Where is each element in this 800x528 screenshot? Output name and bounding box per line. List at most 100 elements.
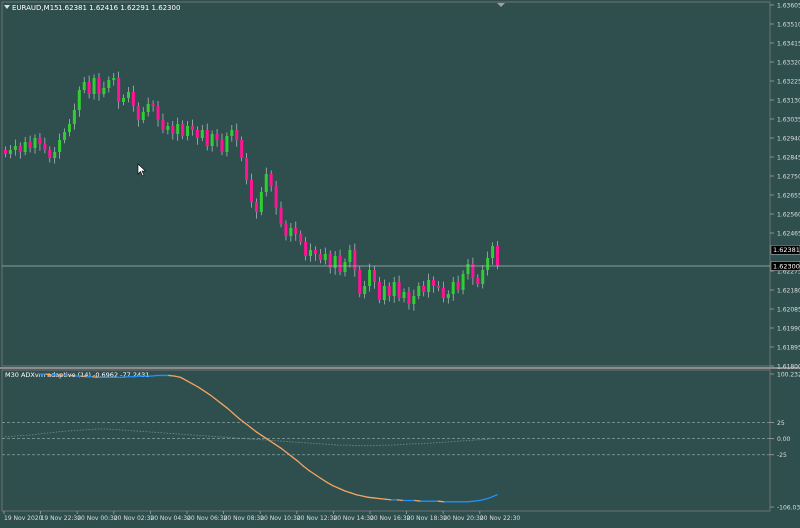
indicator-tick-label: 25 [777, 420, 785, 427]
candle-body [461, 274, 465, 290]
indicator-segment [349, 492, 358, 496]
candle-body [18, 146, 22, 152]
candle-body [397, 282, 401, 298]
indicator-segment [414, 499, 422, 502]
main-panel-border [1, 1, 771, 367]
candle-body [432, 280, 436, 286]
candle-body [240, 140, 244, 158]
time-tick-label: 20 Nov 22:30 [480, 515, 521, 522]
indicator-levels [2, 422, 770, 456]
indicator-segment [344, 490, 352, 494]
time-tick-label: 19 Nov 22:30 [41, 515, 82, 522]
candle-body [250, 180, 253, 202]
time-tick-label: 20 Nov 08:30 [224, 515, 265, 522]
indicator-segment [320, 477, 328, 484]
candle-body [210, 134, 214, 146]
candle-body [264, 174, 268, 192]
candle-body [436, 286, 440, 288]
candle-body [259, 192, 263, 212]
indicator-segment [256, 431, 264, 437]
candle-body [220, 140, 224, 152]
indicator-segment [379, 497, 387, 500]
current-price-tag [770, 261, 800, 271]
indicator-segment [326, 481, 334, 487]
candle-body [77, 90, 81, 110]
indicator-segment [314, 474, 322, 480]
price-tick-label: 1.62465 [777, 231, 800, 238]
candle-body [97, 78, 101, 94]
candle-body [491, 246, 495, 258]
indicator-segment [279, 447, 287, 453]
indicator-segment [332, 485, 340, 489]
indicator-segment [291, 456, 299, 462]
time-tick-label: 20 Nov 16:30 [370, 515, 411, 522]
candle-body [402, 292, 406, 298]
candle-body [353, 250, 357, 270]
indicator-segment [185, 379, 193, 385]
candle-body [427, 280, 431, 292]
candle-body [289, 228, 293, 236]
time-tick-label: 20 Nov 18:30 [407, 515, 448, 522]
indicator-segment [133, 375, 141, 378]
indicator-segment [168, 374, 176, 377]
indicator-segment [472, 499, 481, 502]
candle-body [176, 124, 180, 134]
chevron-down-icon[interactable] [4, 5, 10, 9]
candle-body [392, 282, 396, 296]
indicator-tick-label: -25 [777, 452, 787, 459]
indicator-segment [478, 498, 486, 502]
candle-body [466, 264, 470, 274]
candle-body [151, 104, 155, 106]
candle-body [230, 130, 234, 136]
indicator-panel-border [1, 369, 771, 512]
candle-body [23, 142, 27, 152]
indicator-segment [285, 451, 293, 458]
indicator-segment [308, 470, 317, 476]
indicator-segment [361, 495, 369, 498]
chart-shift-icon[interactable] [497, 3, 505, 7]
candle-body [333, 256, 337, 268]
candle-body [323, 254, 327, 260]
candle-body [328, 254, 332, 268]
indicator-segment [273, 443, 281, 449]
indicator-main-line [39, 373, 498, 503]
candle-body [63, 132, 67, 140]
candle-body [200, 130, 204, 138]
indicator-tick-label: 100.232 [777, 372, 800, 379]
current-price-label: 1.62300 [773, 262, 800, 270]
indicator-axis: 100.232 25 0.00 -25 -106.0326 [770, 372, 800, 512]
price-tick-label: 1.62085 [777, 307, 800, 314]
time-tick-label: 20 Nov 20:30 [443, 515, 484, 522]
candle-body [417, 286, 421, 296]
candle-body [225, 136, 229, 152]
indicator-segment [220, 403, 229, 409]
indicator-segment [92, 376, 100, 379]
indicator-segment [197, 386, 205, 392]
candle-body [131, 92, 135, 106]
indicator-label: M30 ADXvm adaptive (14) -0.6962 -77.2431 [5, 371, 149, 379]
time-tick-label: 20 Nov 04:30 [150, 515, 191, 522]
candle-body [112, 78, 116, 80]
candle-body [377, 282, 381, 300]
indicator-segment [297, 460, 305, 468]
candle-body [82, 82, 86, 90]
candle-body [13, 146, 17, 150]
candle-body [8, 150, 12, 154]
candle-body [441, 288, 445, 298]
indicator-segment [467, 500, 475, 503]
time-tick-label: 20 Nov 02:30 [114, 515, 155, 522]
indicator-segment [484, 496, 492, 500]
candle-body [67, 124, 71, 132]
candle-body [58, 140, 62, 152]
indicator-segment [261, 435, 270, 441]
price-tick-label: 1.62655 [777, 193, 800, 200]
indicator-segment [490, 494, 498, 498]
ask-price-label: 1.62381 [773, 246, 800, 254]
indicator-segment [303, 465, 311, 472]
candle-body [102, 88, 106, 94]
price-tick-label: 1.61800 [777, 364, 800, 371]
candle-body [215, 134, 219, 140]
candle-body [4, 150, 7, 154]
